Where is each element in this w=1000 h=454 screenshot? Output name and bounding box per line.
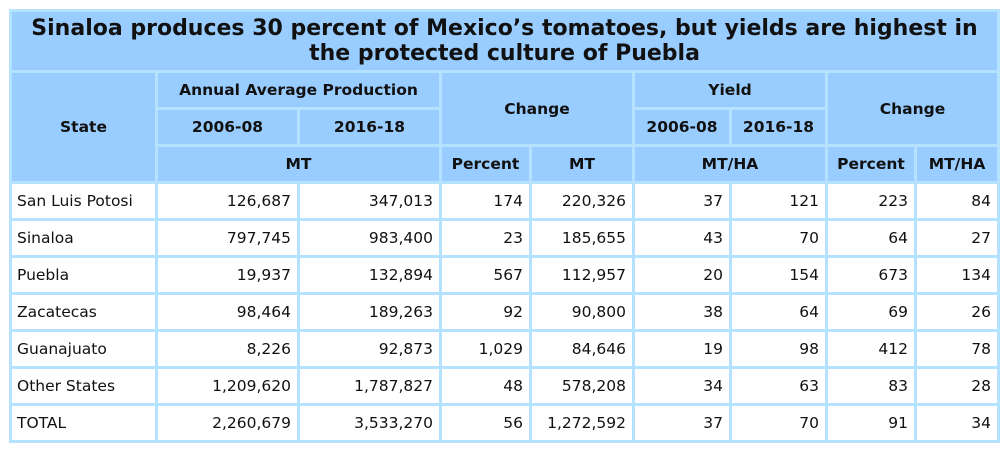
value-cell: 185,655 <box>532 221 632 255</box>
header-production: Annual Average Production <box>158 73 439 107</box>
table-row: Puebla 19,937 132,894 567 112,957 20 154 673 134 <box>12 258 998 292</box>
value-cell: 98 <box>732 332 825 366</box>
value-cell: 38 <box>635 295 729 329</box>
value-cell: 91 <box>828 406 914 440</box>
value-cell: 26 <box>917 295 998 329</box>
table-row: Guanajuato 8,226 92,873 1,029 84,646 19 98 412 7… <box>12 332 998 366</box>
value-cell: 69 <box>828 295 914 329</box>
value-cell: 84,646 <box>532 332 632 366</box>
header-year-2006-08: 2006-08 <box>158 110 297 144</box>
value-cell: 1,209,620 <box>158 369 297 403</box>
state-name-cell: Sinaloa <box>12 221 155 255</box>
value-cell: 37 <box>635 406 729 440</box>
value-cell: 134 <box>917 258 998 292</box>
value-cell: 27 <box>917 221 998 255</box>
value-cell: 154 <box>732 258 825 292</box>
value-cell: 70 <box>732 406 825 440</box>
value-cell: 34 <box>635 369 729 403</box>
value-cell: 578,208 <box>532 369 632 403</box>
table-row: Zacatecas 98,464 189,263 92 90,800 38 64 69 26 <box>12 295 998 329</box>
header-unit-mt-ha-change: MT/HA <box>917 147 998 181</box>
table-title: Sinaloa produces 30 percent of Mexico’s … <box>12 12 998 70</box>
header-yield-change: Change <box>828 73 998 144</box>
table-row: Sinaloa 797,745 983,400 23 185,655 43 70 64 27 <box>12 221 998 255</box>
value-cell: 43 <box>635 221 729 255</box>
value-cell: 70 <box>732 221 825 255</box>
value-cell: 90,800 <box>532 295 632 329</box>
value-cell: 19 <box>635 332 729 366</box>
value-cell: 126,687 <box>158 184 297 218</box>
value-cell: 2,260,679 <box>158 406 297 440</box>
value-cell: 347,013 <box>300 184 439 218</box>
state-name-cell: Other States <box>12 369 155 403</box>
value-cell: 83 <box>828 369 914 403</box>
value-cell: 174 <box>442 184 529 218</box>
header-unit-mt-ha: MT/HA <box>635 147 825 181</box>
table-row: Other States 1,209,620 1,787,827 48 578,208 3… <box>12 369 998 403</box>
value-cell: 220,326 <box>532 184 632 218</box>
tomato-production-table: Sinaloa produces 30 percent of Mexico’s … <box>9 9 1000 443</box>
state-name-cell: Guanajuato <box>12 332 155 366</box>
value-cell: 48 <box>442 369 529 403</box>
value-cell: 64 <box>828 221 914 255</box>
value-cell: 1,029 <box>442 332 529 366</box>
value-cell: 797,745 <box>158 221 297 255</box>
value-cell: 112,957 <box>532 258 632 292</box>
value-cell: 223 <box>828 184 914 218</box>
value-cell: 189,263 <box>300 295 439 329</box>
header-unit-percent: Percent <box>442 147 529 181</box>
header-unit-mt-change: MT <box>532 147 632 181</box>
header-change: Change <box>442 73 632 144</box>
value-cell: 84 <box>917 184 998 218</box>
value-cell: 412 <box>828 332 914 366</box>
value-cell: 132,894 <box>300 258 439 292</box>
header-year-2016-18: 2016-18 <box>300 110 439 144</box>
value-cell: 3,533,270 <box>300 406 439 440</box>
value-cell: 78 <box>917 332 998 366</box>
state-name-cell: Puebla <box>12 258 155 292</box>
value-cell: 567 <box>442 258 529 292</box>
value-cell: 121 <box>732 184 825 218</box>
value-cell: 37 <box>635 184 729 218</box>
value-cell: 20 <box>635 258 729 292</box>
table-row: TOTAL 2,260,679 3,533,270 56 1,272,592 37 70 91… <box>12 406 998 440</box>
value-cell: 92,873 <box>300 332 439 366</box>
state-name-cell: San Luis Potosi <box>12 184 155 218</box>
value-cell: 1,272,592 <box>532 406 632 440</box>
header-state: State <box>12 73 155 181</box>
value-cell: 8,226 <box>158 332 297 366</box>
header-unit-percent-yield: Percent <box>828 147 914 181</box>
state-name-cell: Zacatecas <box>12 295 155 329</box>
table-body: San Luis Potosi 126,687 347,013 174 220,326 3… <box>12 184 998 440</box>
value-cell: 92 <box>442 295 529 329</box>
table-row: San Luis Potosi 126,687 347,013 174 220,326 3… <box>12 184 998 218</box>
value-cell: 98,464 <box>158 295 297 329</box>
header-yield: Yield <box>635 73 825 107</box>
value-cell: 64 <box>732 295 825 329</box>
value-cell: 673 <box>828 258 914 292</box>
value-cell: 1,787,827 <box>300 369 439 403</box>
value-cell: 19,937 <box>158 258 297 292</box>
value-cell: 34 <box>917 406 998 440</box>
value-cell: 23 <box>442 221 529 255</box>
state-name-cell: TOTAL <box>12 406 155 440</box>
header-yield-year-2016-18: 2016-18 <box>732 110 825 144</box>
value-cell: 56 <box>442 406 529 440</box>
value-cell: 63 <box>732 369 825 403</box>
value-cell: 983,400 <box>300 221 439 255</box>
header-yield-year-2006-08: 2006-08 <box>635 110 729 144</box>
header-unit-mt: MT <box>158 147 439 181</box>
value-cell: 28 <box>917 369 998 403</box>
